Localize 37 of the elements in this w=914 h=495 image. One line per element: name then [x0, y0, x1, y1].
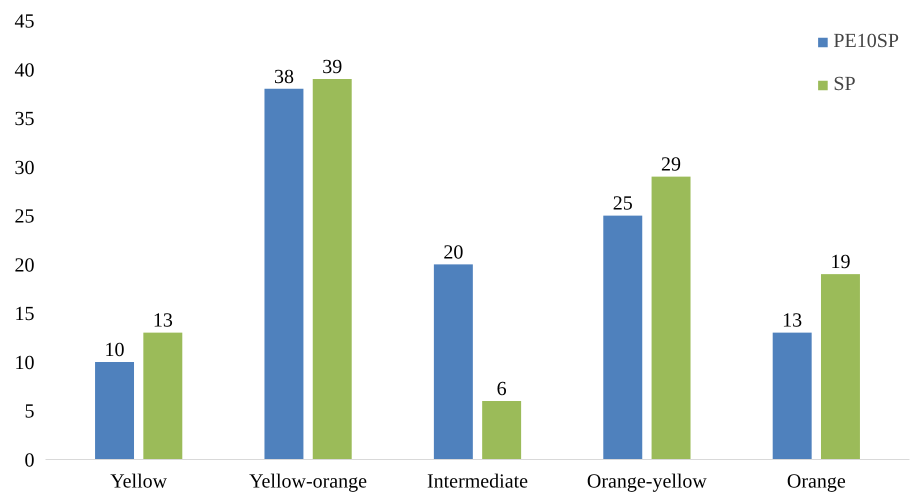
data-label: 10	[104, 338, 125, 361]
bar	[312, 79, 352, 460]
y-tick-label: 10	[14, 352, 34, 374]
bar	[652, 176, 691, 460]
y-tick-label: 40	[14, 59, 34, 82]
bar	[482, 400, 522, 460]
data-label: 29	[661, 154, 682, 176]
bar	[820, 274, 860, 460]
x-tick-label: Yellow-orange	[249, 470, 368, 492]
y-tick-label: 5	[24, 400, 34, 423]
data-label: 39	[322, 56, 342, 78]
y-tick-label: 45	[14, 10, 34, 32]
y-tick-label: 20	[14, 254, 34, 276]
data-label: 13	[782, 310, 802, 332]
x-tick-label: Yellow	[110, 470, 168, 492]
legend-label: PE10SP	[833, 30, 899, 53]
bar	[143, 332, 182, 460]
bar	[95, 362, 134, 460]
y-tick-label: 0	[24, 450, 34, 472]
legend-label: SP	[833, 73, 856, 96]
bar	[434, 264, 473, 460]
y-tick-label: 30	[14, 156, 34, 179]
data-label: 25	[612, 192, 633, 215]
x-tick-label: Intermediate	[426, 470, 528, 492]
bar	[772, 332, 812, 460]
data-label: 6	[496, 378, 507, 400]
data-label: 20	[443, 241, 464, 264]
x-tick-label: Orange	[786, 470, 846, 492]
data-label: 13	[152, 310, 173, 332]
y-tick-label: 15	[14, 303, 34, 326]
bar	[264, 88, 304, 460]
data-label: 19	[830, 251, 850, 274]
bar	[603, 216, 642, 460]
y-tick-label: 35	[14, 108, 34, 130]
x-tick-label: Orange-yellow	[586, 470, 708, 492]
data-label: 38	[274, 66, 294, 88]
y-tick-label: 25	[14, 206, 34, 228]
